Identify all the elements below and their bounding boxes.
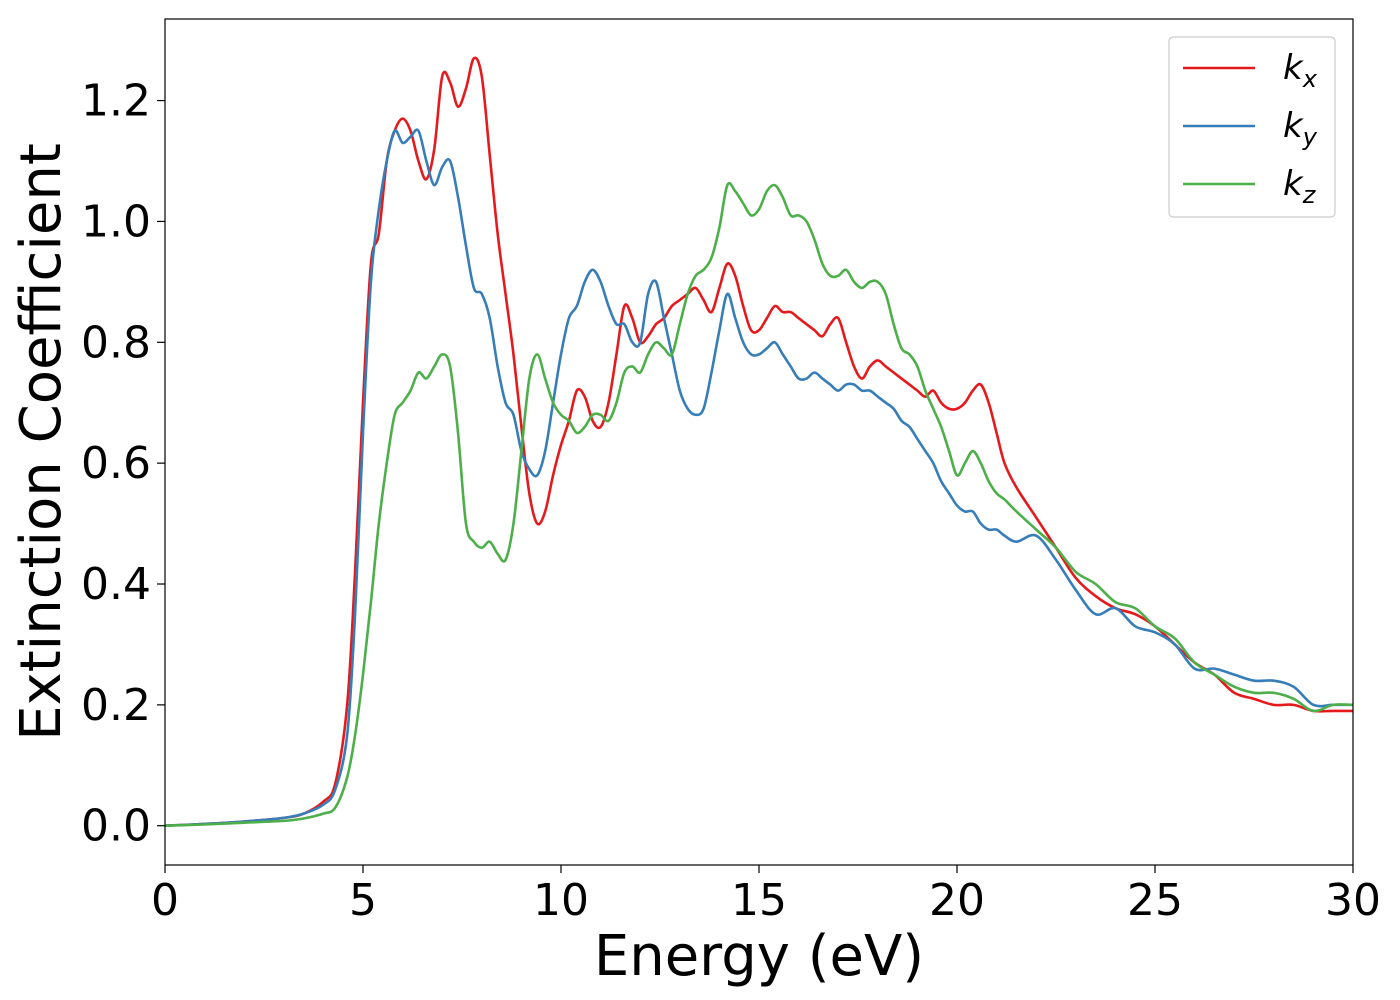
series-line-kx — [165, 56, 1353, 828]
y-tick-label: 1.2 — [81, 76, 151, 127]
y-tick-label: 0.4 — [81, 559, 151, 610]
legend-label-kz: kz — [1283, 164, 1317, 209]
y-tick-label: 0.8 — [81, 317, 151, 368]
x-tick-label: 5 — [349, 875, 377, 926]
x-tick-label: 0 — [151, 875, 179, 926]
x-axis-label: Energy (eV) — [594, 924, 924, 989]
x-tick-label: 10 — [533, 875, 589, 926]
y-tick-label: 0.6 — [81, 438, 151, 489]
legend-label-kx: kx — [1283, 48, 1318, 93]
legend-label-ky: ky — [1283, 106, 1318, 151]
ticks-layer: 0 5 10 15 20 25 30 0.0 0.2 0.4 0.6 0.8 1.0 1.2 — [81, 76, 1381, 926]
series-layer — [165, 56, 1353, 828]
x-tick-label: 20 — [929, 875, 985, 926]
y-tick-label: 1.0 — [81, 196, 151, 247]
series-line-kz — [165, 181, 1353, 828]
x-tick-label: 15 — [731, 875, 787, 926]
y-tick-label: 0.2 — [81, 680, 151, 731]
legend: kx ky kz — [1168, 36, 1336, 218]
y-axis-label: Extinction Coefficient — [9, 143, 74, 741]
y-tick-label: 0.0 — [81, 801, 151, 852]
series-line-ky — [165, 128, 1353, 828]
x-tick-label: 25 — [1127, 875, 1183, 926]
x-tick-label: 30 — [1325, 875, 1381, 926]
